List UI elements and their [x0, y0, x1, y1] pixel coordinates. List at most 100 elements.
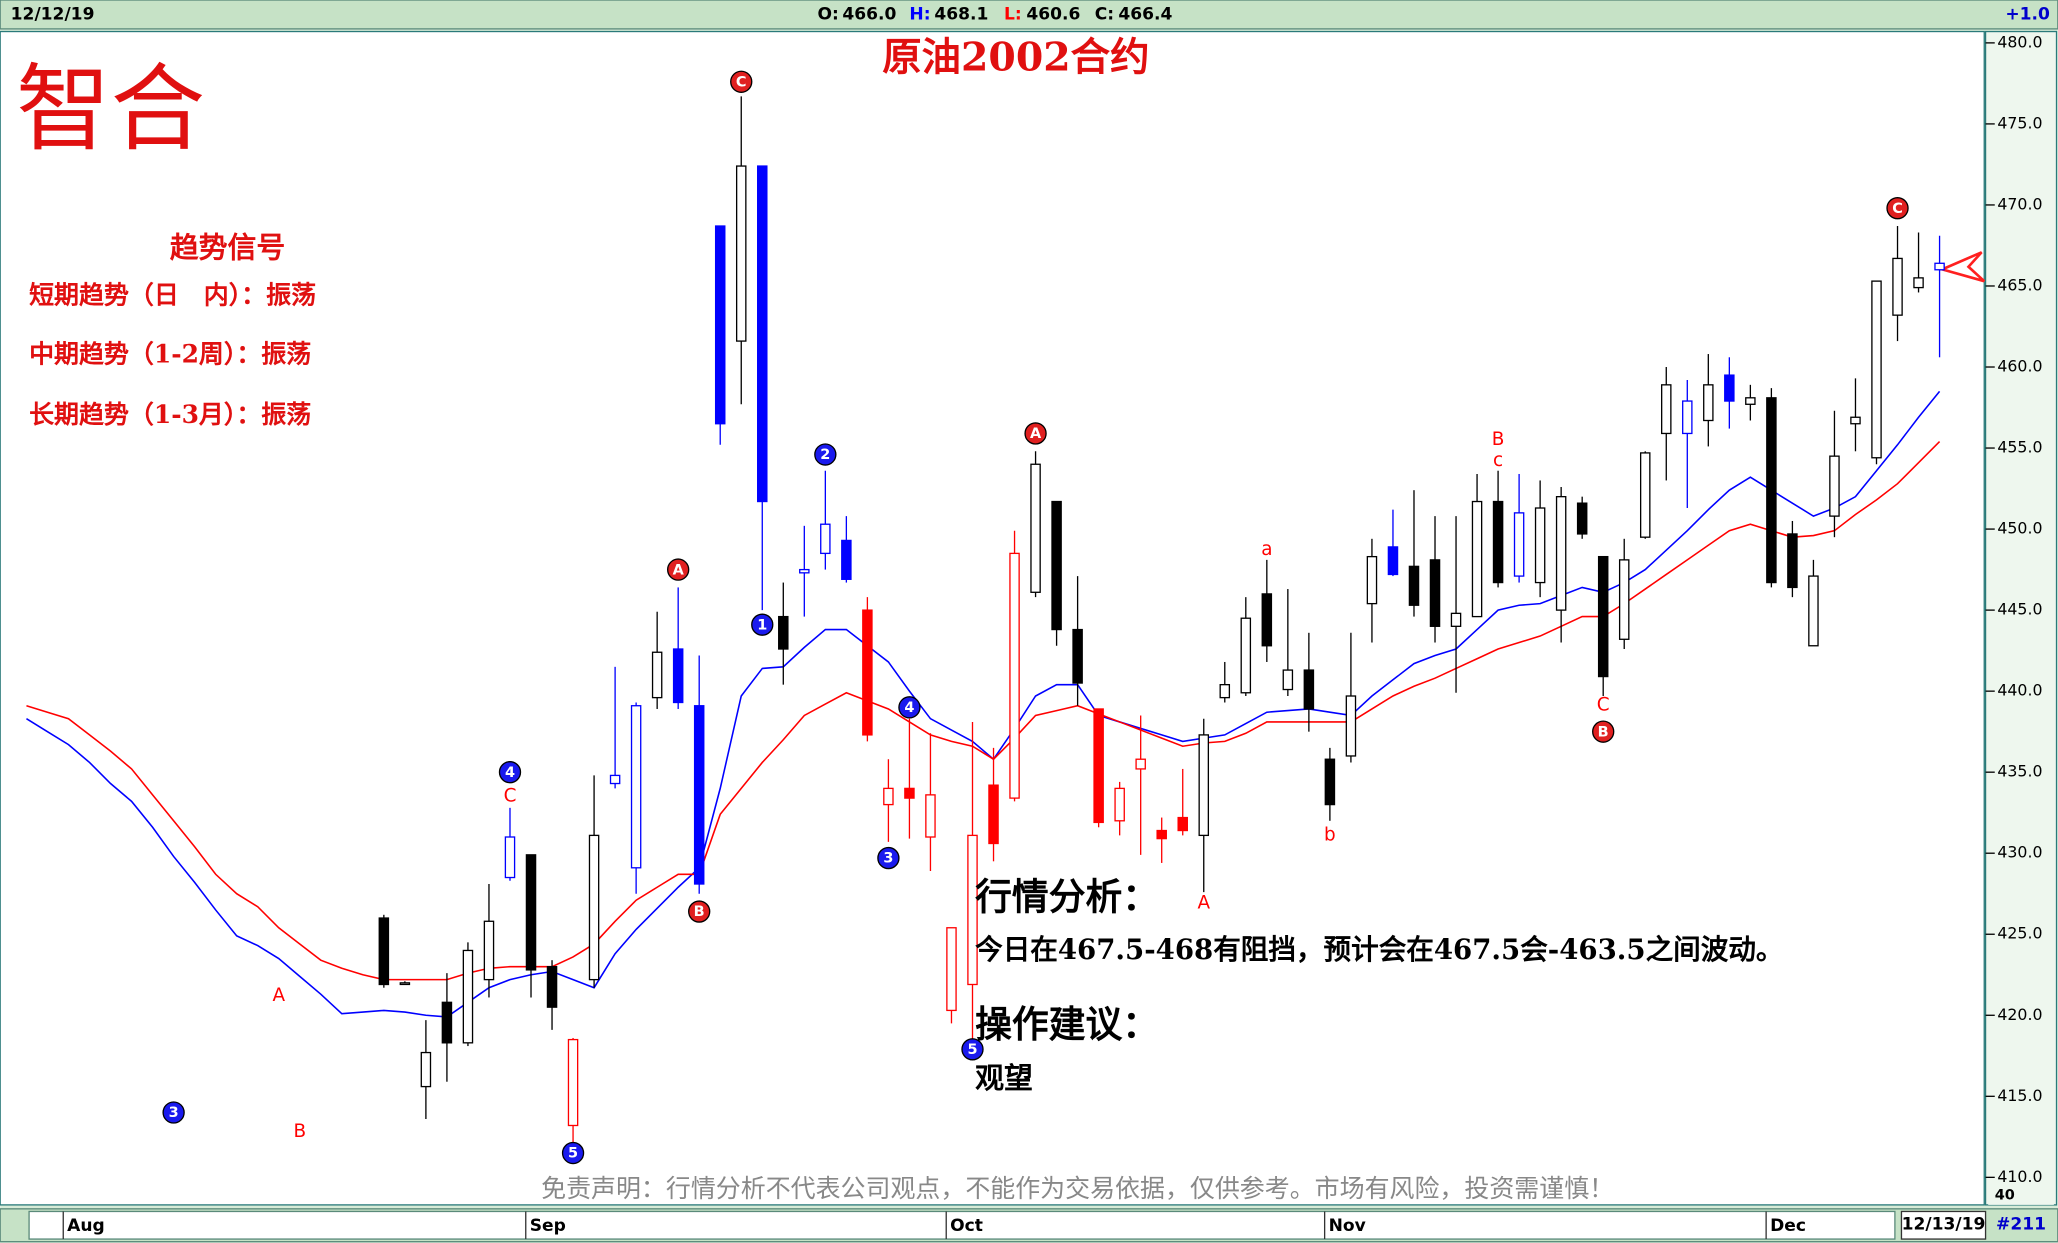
y-tick-label: 410.0: [1997, 1167, 2042, 1186]
candle-body: [862, 609, 873, 736]
candle-body: [714, 225, 726, 425]
y-tick-label: 435.0: [1997, 762, 2042, 781]
candle-body: [799, 568, 810, 574]
wave-label: A: [1030, 426, 1042, 442]
wave-label: c: [1493, 450, 1503, 471]
y-axis-area: [1984, 30, 2058, 1206]
candle-body: [672, 648, 684, 704]
wave-marker: [730, 70, 753, 93]
candle-body: [1030, 463, 1041, 593]
trend-row: 长期趋势（1-3月）：振荡: [29, 400, 311, 429]
candle-body: [1219, 684, 1231, 699]
candle-body: [1913, 277, 1924, 289]
candle-body: [1492, 500, 1504, 584]
header-change: +1.0: [2005, 4, 2050, 24]
candle-body: [820, 523, 831, 555]
candle-body: [1639, 452, 1651, 538]
corner-box: [1988, 1178, 2054, 1205]
candle-body: [1597, 555, 1609, 678]
header-high-label: H:: [909, 4, 930, 24]
candle-body: [1114, 787, 1125, 822]
x-tick-label: Sep: [530, 1216, 566, 1236]
candle-body: [946, 927, 957, 1012]
candle-body: [630, 705, 642, 869]
candle-body: [651, 651, 663, 699]
candle-body: [1156, 829, 1167, 840]
header-open-label: O:: [817, 4, 838, 24]
candle-body: [841, 539, 852, 580]
candle-body: [1051, 500, 1062, 631]
candle-body: [1787, 533, 1798, 589]
logo: 智合: [16, 55, 205, 165]
wave-label: B: [293, 1121, 306, 1142]
candle-body: [525, 854, 537, 971]
date-axis: [28, 1210, 1896, 1240]
y-tick-label: 430.0: [1997, 843, 2042, 862]
trend-title: 趋势信号: [170, 231, 286, 265]
candle-body: [1282, 669, 1294, 691]
candle-body: [399, 982, 411, 986]
wave-marker: [561, 1141, 585, 1165]
footer-bars: #211: [1996, 1215, 2046, 1235]
wave-marker: [814, 443, 837, 466]
candle-body: [1198, 734, 1210, 837]
header-open: 466.0: [842, 4, 896, 24]
candle-body: [967, 834, 978, 986]
top-bar: [0, 0, 2058, 30]
wave-marker: [1886, 197, 1909, 220]
candle-body: [1177, 816, 1188, 832]
wave-label: 3: [883, 851, 893, 867]
y-tick-label: 450.0: [1997, 519, 2042, 538]
y-tick-label: 445.0: [1997, 600, 2042, 619]
candle-body: [1703, 384, 1714, 422]
date-box: [1900, 1210, 1987, 1240]
y-tick-label: 470.0: [1997, 194, 2042, 213]
header-close: 466.4: [1118, 4, 1172, 24]
wave-label: 5: [967, 1042, 977, 1058]
candle-body: [1240, 617, 1252, 694]
candle-body: [1429, 559, 1441, 627]
candle-body: [567, 1038, 579, 1127]
y-tick-label: 480.0: [1997, 32, 2042, 51]
wave-label: C: [504, 785, 517, 806]
y-tick-label: 460.0: [1997, 357, 2042, 376]
candle-body: [420, 1051, 432, 1088]
x-tick-label: Dec: [1770, 1216, 1806, 1236]
candle-body: [1366, 555, 1378, 605]
wave-label: C: [1892, 201, 1903, 217]
candle-body: [1934, 262, 1945, 271]
candle-body: [504, 836, 516, 879]
candle-body: [588, 834, 600, 981]
advice-heading: 操作建议：: [975, 1002, 1159, 1046]
wave-label: 3: [169, 1105, 179, 1121]
wave-marker: [498, 761, 522, 784]
wave-marker: [751, 613, 774, 636]
header-low: 460.6: [1026, 4, 1080, 24]
candle-body: [1387, 546, 1399, 576]
wave-marker: [1024, 422, 1047, 445]
wave-label: B: [1598, 724, 1609, 740]
y-tick-label: 425.0: [1997, 924, 2042, 943]
wave-marker: [667, 558, 690, 581]
analysis-heading: 行情分析：: [975, 875, 1159, 919]
y-tick-label: 465.0: [1997, 275, 2042, 294]
wave-label: C: [736, 74, 747, 90]
header-high: 468.1: [934, 4, 988, 24]
y-tick-label: 475.0: [1997, 113, 2042, 132]
candle-body: [1766, 397, 1777, 584]
plot-area: [0, 30, 1985, 1206]
candle-body: [735, 165, 747, 342]
header-date: 12/12/19: [11, 4, 95, 24]
candle-body: [1009, 552, 1020, 799]
candle-body: [1303, 669, 1315, 710]
header-low-label: L:: [1004, 4, 1022, 24]
candle-body: [925, 794, 936, 838]
candle-body: [1661, 384, 1672, 435]
candle-body: [883, 787, 894, 806]
wave-label: a: [1261, 539, 1272, 560]
x-tick-label: Oct: [950, 1216, 983, 1236]
candle-body: [904, 787, 915, 799]
wave-label: 1: [757, 617, 767, 633]
wave-label: A: [272, 985, 285, 1006]
